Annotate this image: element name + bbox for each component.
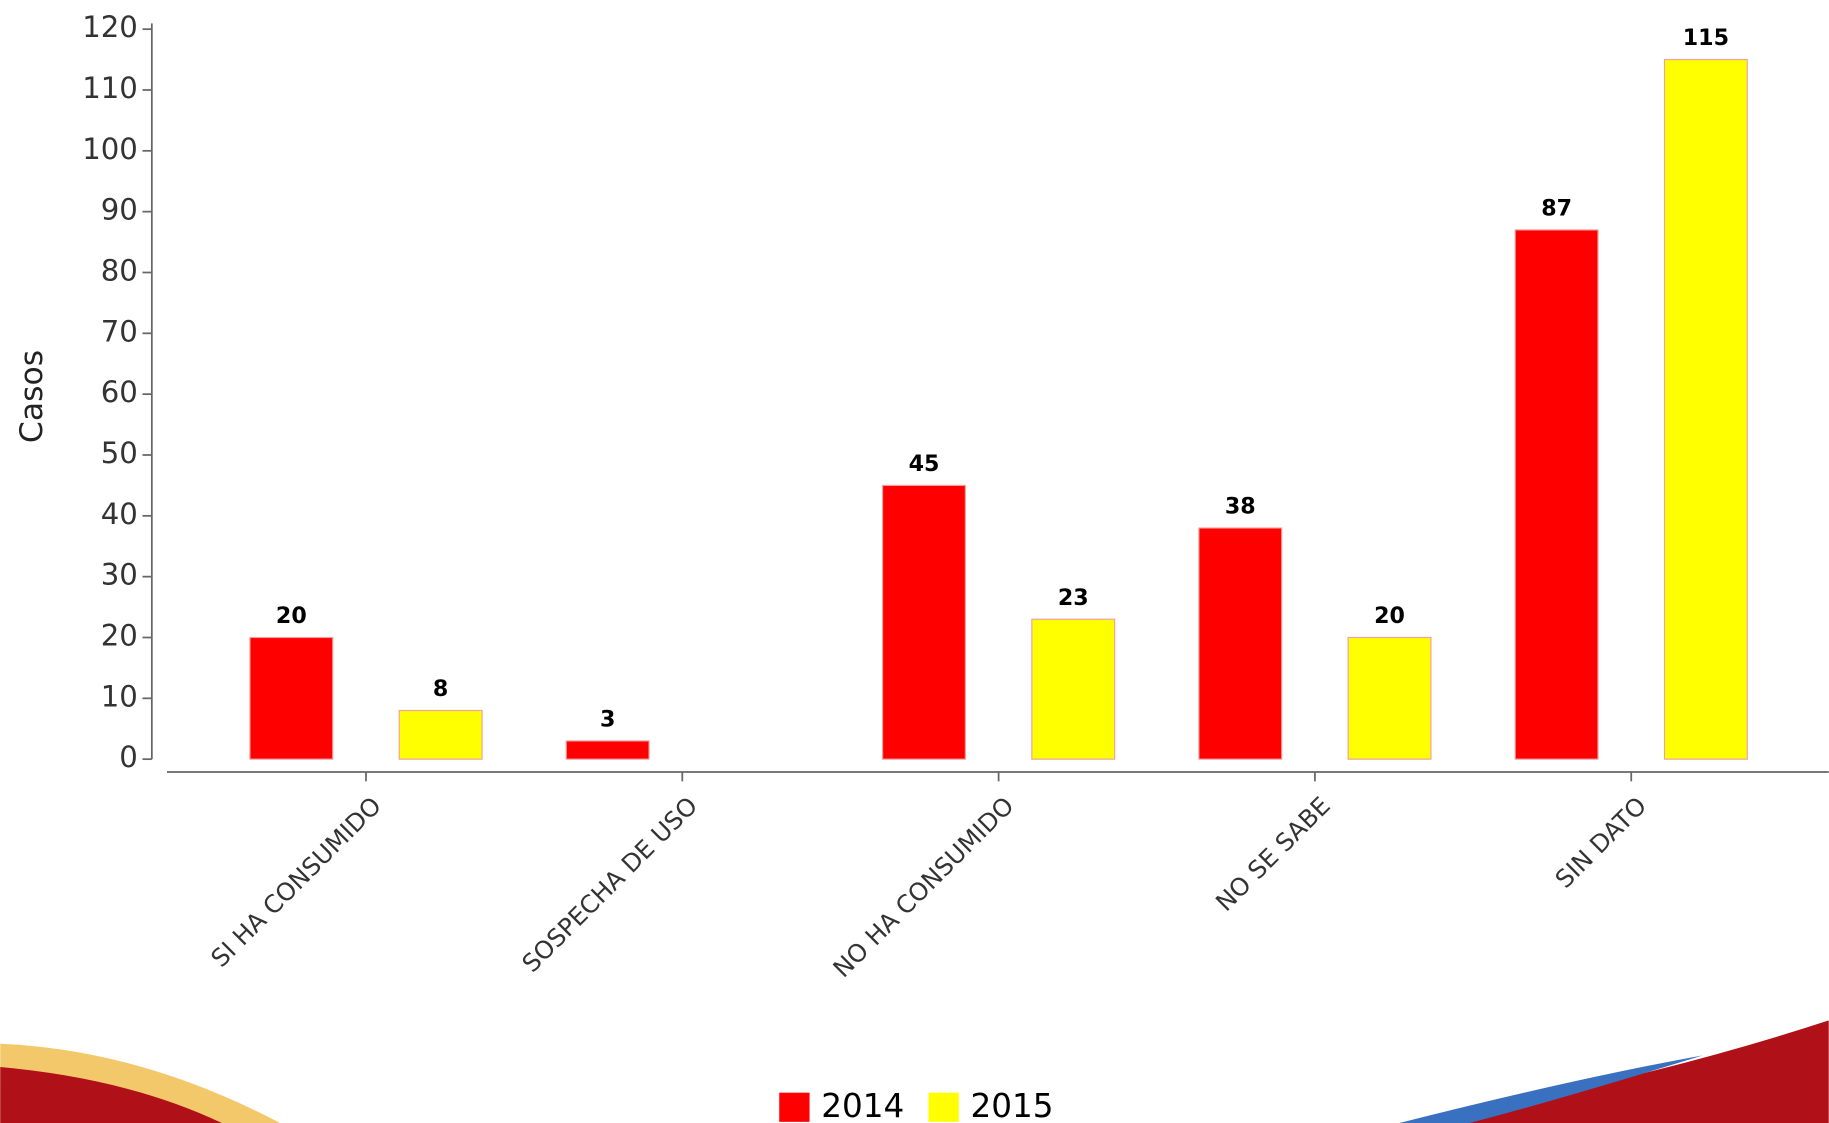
y-tick-label: 70 [101,314,138,348]
x-tick-label: SOSPECHA DE USO [516,791,703,978]
y-tick-label: 90 [101,193,138,227]
page: {"chart_data": {"type": "bar", "y_label"… [0,0,1829,1123]
bar [1199,528,1282,759]
y-tick-label: 30 [101,558,138,592]
bar [1348,637,1431,759]
x-tick-label: SIN DATO [1549,791,1652,894]
y-tick-label: 100 [82,132,138,166]
value-label: 38 [1225,494,1256,520]
bar [250,637,333,759]
bar [399,710,482,759]
value-label: 23 [1058,585,1089,611]
value-label: 45 [909,451,940,477]
legend-swatch [928,1093,958,1122]
chart: Casos 0 10 20 30 40 50 60 70 80 90 100 110 120 SI HA … [0,0,1829,1123]
x-tick-label: SI HA CONSUMIDO [205,791,387,973]
legend-label: 2014 [821,1087,904,1123]
y-tick-label: 110 [82,71,138,105]
bar [1515,230,1598,759]
legend-label: 2015 [970,1087,1053,1123]
value-label: 115 [1683,25,1729,51]
value-label: 8 [433,676,448,702]
y-tick-label: 40 [101,497,138,531]
x-tick-label: NO HA CONSUMIDO [827,791,1019,983]
y-tick-label: 80 [101,253,138,287]
bar [566,741,649,759]
value-label: 20 [276,603,307,629]
bar [1032,619,1115,759]
legend-swatch [779,1093,809,1122]
x-tick-label: NO SE SABE [1210,791,1336,917]
value-label: 20 [1374,603,1405,629]
bar [883,485,966,759]
value-label: 87 [1541,195,1572,221]
y-tick-label: 20 [101,618,138,652]
y-tick-label: 120 [82,10,138,44]
y-tick-label: 0 [119,740,138,774]
value-label: 3 [600,706,615,732]
bar [1664,60,1747,760]
y-tick-label: 50 [101,436,138,470]
y-tick-label: 60 [101,375,138,409]
y-axis-label: Casos [14,350,50,443]
y-tick-label: 10 [101,679,138,713]
